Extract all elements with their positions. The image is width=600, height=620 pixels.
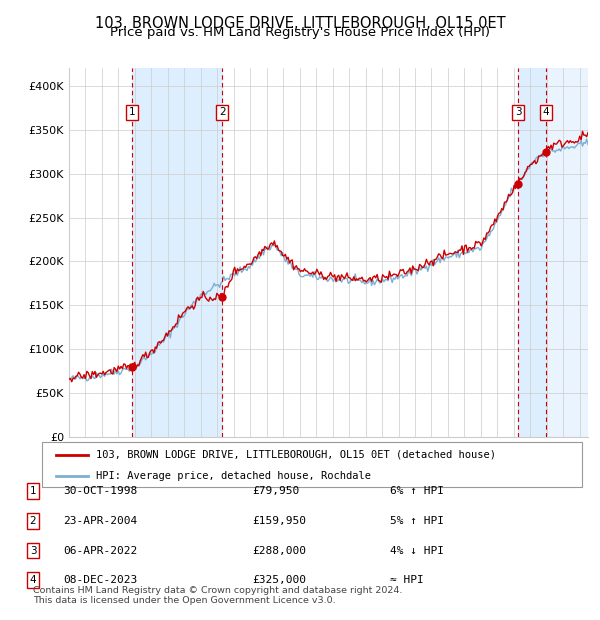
Text: 3: 3: [29, 546, 37, 556]
Text: Contains HM Land Registry data © Crown copyright and database right 2024.: Contains HM Land Registry data © Crown c…: [33, 586, 403, 595]
Text: 2: 2: [29, 516, 37, 526]
Text: 103, BROWN LODGE DRIVE, LITTLEBOROUGH, OL15 0ET (detached house): 103, BROWN LODGE DRIVE, LITTLEBOROUGH, O…: [96, 450, 496, 459]
Text: 4% ↓ HPI: 4% ↓ HPI: [390, 546, 444, 556]
Text: 1: 1: [129, 107, 136, 117]
Bar: [518, 68, 545, 437]
Text: £325,000: £325,000: [252, 575, 306, 585]
Text: 6% ↑ HPI: 6% ↑ HPI: [390, 486, 444, 496]
Text: 1: 1: [29, 486, 37, 496]
Text: 5% ↑ HPI: 5% ↑ HPI: [390, 516, 444, 526]
Text: £159,950: £159,950: [252, 516, 306, 526]
Text: Price paid vs. HM Land Registry's House Price Index (HPI): Price paid vs. HM Land Registry's House …: [110, 26, 490, 39]
Text: 23-APR-2004: 23-APR-2004: [63, 516, 137, 526]
Text: 3: 3: [515, 107, 521, 117]
Text: 06-APR-2022: 06-APR-2022: [63, 546, 137, 556]
Text: 103, BROWN LODGE DRIVE, LITTLEBOROUGH, OL15 0ET: 103, BROWN LODGE DRIVE, LITTLEBOROUGH, O…: [95, 16, 505, 30]
Text: HPI: Average price, detached house, Rochdale: HPI: Average price, detached house, Roch…: [96, 471, 371, 480]
Text: 4: 4: [29, 575, 37, 585]
Bar: [545, 68, 588, 437]
Text: This data is licensed under the Open Government Licence v3.0.: This data is licensed under the Open Gov…: [33, 596, 335, 606]
Text: ≈ HPI: ≈ HPI: [390, 575, 424, 585]
Bar: [545, 68, 588, 437]
Text: 30-OCT-1998: 30-OCT-1998: [63, 486, 137, 496]
Text: £79,950: £79,950: [252, 486, 299, 496]
Text: 2: 2: [219, 107, 226, 117]
Text: 4: 4: [542, 107, 549, 117]
FancyBboxPatch shape: [42, 442, 582, 487]
Text: £288,000: £288,000: [252, 546, 306, 556]
Bar: [132, 68, 223, 437]
Text: 08-DEC-2023: 08-DEC-2023: [63, 575, 137, 585]
